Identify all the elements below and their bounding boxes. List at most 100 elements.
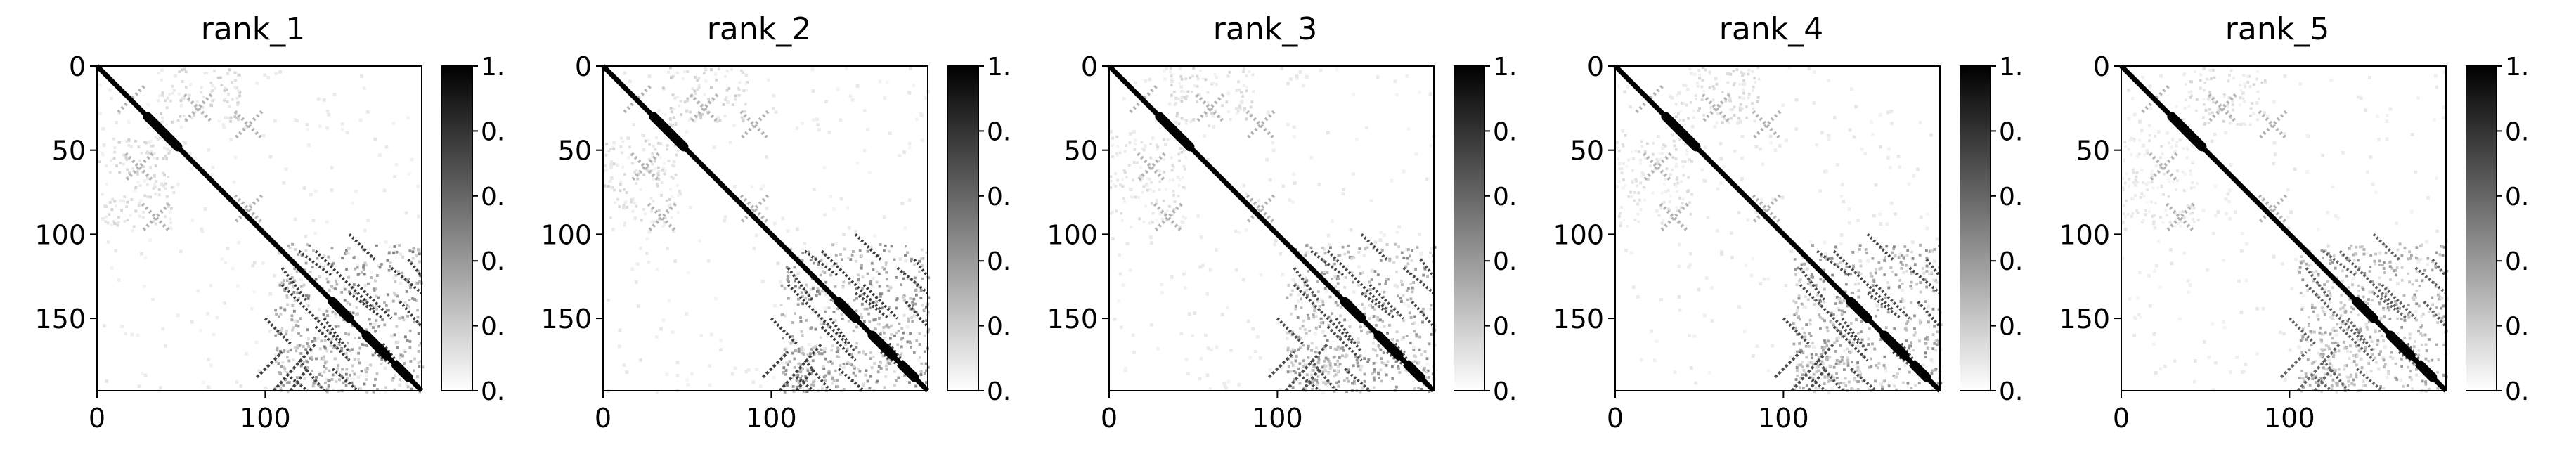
heatmap-cell <box>1338 356 1341 359</box>
heatmap-cell <box>2241 97 2245 100</box>
heatmap-cell <box>1813 390 1816 394</box>
heatmap-cell <box>1331 219 1335 223</box>
heatmap-cell <box>283 368 287 372</box>
heatmap-cell <box>2329 332 2332 336</box>
heatmap-cell <box>2426 263 2430 267</box>
heatmap-cell <box>190 117 194 120</box>
heatmap-cell <box>1687 117 1690 120</box>
diagonal-line <box>361 330 391 361</box>
heatmap-cell <box>1182 118 1186 122</box>
heatmap-cell <box>2256 70 2260 73</box>
heatmap-cell <box>1189 120 1193 123</box>
heatmap-cell <box>1179 147 1182 150</box>
heatmap-cell <box>1842 368 1846 371</box>
axes-frame <box>1614 65 1941 391</box>
heatmap-cell <box>801 367 805 370</box>
heatmap-cell <box>2174 212 2177 215</box>
heatmap-cell <box>823 346 827 351</box>
heatmap-cell <box>758 384 763 389</box>
heatmap-cell <box>688 118 692 122</box>
heatmap-cell <box>286 390 290 394</box>
heatmap-cell <box>1835 263 1839 266</box>
heatmap-cell <box>686 271 690 275</box>
heatmap-cell <box>663 223 666 227</box>
heatmap-cell <box>101 151 104 155</box>
heatmap-cell <box>106 240 110 244</box>
heatmap-cell <box>836 355 839 358</box>
heatmap-cell <box>2349 351 2352 353</box>
heatmap-cell <box>852 330 855 332</box>
heatmap-cell <box>1205 112 1209 115</box>
heatmap-cell <box>200 86 203 89</box>
heatmap-cell <box>2363 271 2367 275</box>
contact-streak <box>1642 152 1672 182</box>
heatmap-cell <box>2150 173 2154 176</box>
heatmap-cell <box>1354 355 1358 358</box>
heatmap-cell <box>318 384 321 387</box>
heatmap-cell <box>734 94 737 98</box>
heatmap-cell <box>1372 376 1376 379</box>
heatmap-cell <box>1859 372 1862 376</box>
heatmap-cell <box>704 79 708 83</box>
heatmap-cell <box>1856 365 1860 369</box>
heatmap-cell <box>848 281 851 285</box>
heatmap-cell <box>1337 365 1340 368</box>
heatmap-cell <box>667 299 671 303</box>
heatmap-cell <box>345 249 348 252</box>
heatmap-cell <box>1119 183 1122 186</box>
heatmap-cell <box>817 352 821 356</box>
heatmap-cell <box>1696 81 1699 84</box>
heatmap-cell <box>1886 156 1890 160</box>
heatmap-cell <box>1274 238 1278 242</box>
heatmap-cell <box>2338 307 2342 311</box>
heatmap-cell <box>152 156 155 160</box>
heatmap-cell <box>315 357 318 361</box>
heatmap-cell <box>813 261 815 265</box>
heatmap-cell <box>1875 304 1879 308</box>
heatmap-cell <box>282 283 285 285</box>
heatmap-cell <box>2228 74 2231 77</box>
heatmap-cell <box>1167 204 1171 208</box>
diagonal-line <box>666 129 689 152</box>
heatmap-cell <box>1338 347 1341 351</box>
contact-streak <box>854 233 882 261</box>
heatmap-cell <box>2234 210 2237 214</box>
heatmap-cell <box>673 108 675 110</box>
heatmap-cell <box>862 382 865 386</box>
heatmap-cell <box>1858 259 1863 263</box>
heatmap-cell <box>805 319 808 322</box>
heatmap-cell <box>419 324 422 327</box>
heatmap-cell <box>2206 97 2211 101</box>
heatmap-cell <box>806 375 809 379</box>
heatmap-cell <box>659 156 662 159</box>
heatmap-cell <box>1860 330 1863 333</box>
heatmap-cell <box>166 96 169 100</box>
heatmap-cell <box>895 275 898 279</box>
heatmap-cell <box>2355 245 2358 249</box>
heatmap-cell <box>2190 94 2193 97</box>
heatmap-cell <box>801 259 804 262</box>
heatmap-cell <box>645 237 649 240</box>
heatmap-cell <box>1666 207 1670 210</box>
heatmap-cell <box>2368 290 2372 294</box>
heatmap-cell <box>344 252 347 255</box>
heatmap-cell <box>904 259 908 263</box>
heatmap-cell <box>1905 339 1908 342</box>
heatmap-cell <box>257 369 261 373</box>
heatmap-cell <box>318 307 321 311</box>
heatmap-cell <box>302 361 306 364</box>
heatmap-cell <box>2239 89 2243 92</box>
heatmap-cell <box>2222 95 2226 98</box>
heatmap-cell <box>898 257 902 261</box>
heatmap-cell <box>283 290 287 292</box>
heatmap-cell <box>2336 382 2339 385</box>
heatmap-cell <box>1828 379 1832 382</box>
heatmap-cell <box>1689 366 1693 370</box>
contact-streak <box>796 376 815 392</box>
heatmap-cell <box>322 265 325 268</box>
heatmap-cell <box>285 294 289 297</box>
heatmap-cell <box>647 230 652 234</box>
heatmap-cell <box>820 323 822 325</box>
heatmap-cell <box>334 312 337 316</box>
contact-streak <box>1245 110 1276 140</box>
